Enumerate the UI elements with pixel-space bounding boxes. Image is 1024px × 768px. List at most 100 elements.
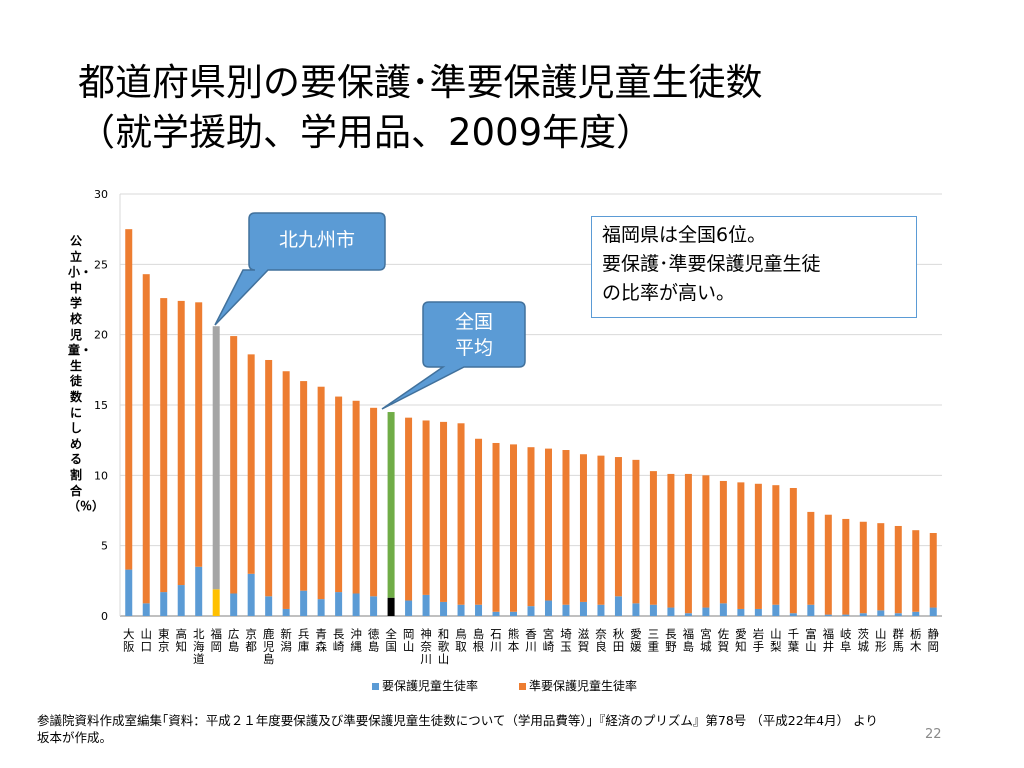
bar-junyohogo-佐賀 xyxy=(719,480,727,604)
bar-junyohogo-岡山 xyxy=(405,417,413,601)
note-box: 福岡県は全国6位。 要保護･準要保護児童生徒 の比率が高い。 xyxy=(591,216,917,318)
x-tick-label: 岡山 xyxy=(403,627,415,654)
page-number: 22 xyxy=(925,727,942,742)
x-tick-label: 滋賀 xyxy=(578,627,590,654)
x-tick-label: 佐賀 xyxy=(718,627,730,654)
x-tick-label: 宮城 xyxy=(700,627,712,654)
bar-yohogo-熊本 xyxy=(510,611,518,616)
x-tick-label: 広島 xyxy=(228,627,240,654)
bar-yohogo-富山 xyxy=(807,604,815,616)
x-tick-label: 富山 xyxy=(805,627,817,654)
legend-swatch-junyohogo xyxy=(519,683,526,690)
bar-yohogo-鹿児島 xyxy=(265,596,273,616)
bar-yohogo-高知 xyxy=(177,585,185,616)
bar-yohogo-岐阜 xyxy=(842,614,850,616)
bar-yohogo-福岡 xyxy=(212,589,220,616)
bar-junyohogo-鳥取 xyxy=(457,423,465,605)
x-tick-label: 大阪 xyxy=(123,627,135,654)
x-tick-label: 鳥取 xyxy=(455,627,467,654)
bar-yohogo-和歌山 xyxy=(440,601,448,616)
bar-yohogo-千葉 xyxy=(789,613,797,616)
y-tick-label: 25 xyxy=(94,258,108,271)
bar-junyohogo-愛媛 xyxy=(632,459,640,604)
bar-junyohogo-大阪 xyxy=(125,229,133,570)
x-tick-label: 全国 xyxy=(385,627,397,654)
bar-yohogo-大阪 xyxy=(125,569,133,616)
bar-yohogo-滋賀 xyxy=(579,601,587,616)
bar-yohogo-岡山 xyxy=(405,600,413,616)
x-tick-label: 宮崎 xyxy=(543,627,555,654)
x-tick-label: 高知 xyxy=(175,627,187,654)
y-tick-label: 5 xyxy=(101,540,108,553)
bar-yohogo-佐賀 xyxy=(719,603,727,616)
x-tick-label: 福岡 xyxy=(210,627,222,654)
source-line-2: 坂本が作成。 xyxy=(37,730,113,745)
bar-yohogo-愛知 xyxy=(737,608,745,616)
bar-yohogo-福井 xyxy=(824,614,832,616)
legend-label-yohogo: 要保護児童生徒率 xyxy=(382,679,479,693)
bar-junyohogo-山形 xyxy=(877,523,885,611)
bar-yohogo-石川 xyxy=(492,611,500,616)
kitakyushu-callout-shape xyxy=(214,212,386,326)
bar-yohogo-岩手 xyxy=(754,608,762,616)
x-tick-label: 三重 xyxy=(648,627,660,654)
x-tick-label: 山梨 xyxy=(770,627,782,654)
x-tick-label: 千葉 xyxy=(788,627,800,654)
bar-junyohogo-愛知 xyxy=(737,482,745,609)
national-average-line-2: 平均 xyxy=(454,337,493,359)
bar-yohogo-全国 xyxy=(387,597,395,616)
bar-yohogo-奈良 xyxy=(597,604,605,616)
x-tick-label: 愛媛 xyxy=(630,627,642,654)
legend-item-junyohogo: 準要保護児童生徒率 xyxy=(519,677,637,694)
bar-junyohogo-栃木 xyxy=(912,530,920,612)
bar-yohogo-静岡 xyxy=(929,607,937,616)
x-tick-label: 和歌山 xyxy=(438,627,450,666)
bar-yohogo-兵庫 xyxy=(300,590,308,616)
bar-junyohogo-滋賀 xyxy=(579,454,587,602)
x-tick-label: 山形 xyxy=(875,627,887,654)
bar-junyohogo-三重 xyxy=(649,471,657,605)
bar-junyohogo-群馬 xyxy=(894,525,902,614)
kitakyushu-callout-label: 北九州市 xyxy=(278,229,355,251)
bar-junyohogo-山梨 xyxy=(772,485,780,605)
bar-yohogo-埼玉 xyxy=(562,604,570,616)
bar-junyohogo-静岡 xyxy=(929,533,937,608)
x-tick-label: 徳島 xyxy=(368,627,380,654)
note-line-3: の比率が高い。 xyxy=(602,282,736,304)
bar-yohogo-新潟 xyxy=(282,608,290,616)
source-line-1: 参議院資料作成室編集｢資料：平成２１年度要保護及び準要保護児童生徒数について（学… xyxy=(37,713,878,728)
bar-junyohogo-広島 xyxy=(230,336,238,594)
bar-junyohogo-福島 xyxy=(684,473,692,614)
x-tick-label: 岐阜 xyxy=(840,627,852,654)
bar-junyohogo-宮城 xyxy=(702,475,710,608)
bar-yohogo-秋田 xyxy=(614,596,622,616)
x-tick-label: 東京 xyxy=(158,627,170,654)
page-title: 都道府県別の要保護･準要保護児童生徒数 （就学援助、学用品、2009年度） xyxy=(78,58,978,158)
bar-junyohogo-富山 xyxy=(807,511,815,605)
bar-yohogo-宮崎 xyxy=(544,600,552,616)
bar-yohogo-山口 xyxy=(142,603,150,616)
bar-yohogo-長崎 xyxy=(335,592,343,616)
bar-yohogo-青森 xyxy=(317,599,325,616)
bar-yohogo-京都 xyxy=(247,573,255,616)
bar-junyohogo-徳島 xyxy=(370,407,378,597)
bar-yohogo-香川 xyxy=(527,606,535,616)
x-tick-label: 埼玉 xyxy=(560,627,572,654)
bar-junyohogo-東京 xyxy=(160,298,168,593)
bar-junyohogo-石川 xyxy=(492,442,500,612)
x-tick-label: 茨城 xyxy=(858,627,870,654)
bar-junyohogo-岐阜 xyxy=(842,518,850,615)
bar-yohogo-群馬 xyxy=(894,613,902,616)
x-tick-label: 香川 xyxy=(525,627,537,654)
national-average-line-1: 全国 xyxy=(454,311,493,333)
bar-junyohogo-山口 xyxy=(142,274,150,604)
bar-junyohogo-島根 xyxy=(475,438,483,605)
bar-yohogo-山梨 xyxy=(772,604,780,616)
bar-yohogo-山形 xyxy=(877,610,885,616)
legend-label-junyohogo: 準要保護児童生徒率 xyxy=(529,679,638,693)
bar-junyohogo-香川 xyxy=(527,447,535,607)
x-tick-label: 青森 xyxy=(315,627,327,654)
y-tick-label: 15 xyxy=(94,399,108,412)
source-citation: 参議院資料作成室編集｢資料：平成２１年度要保護及び準要保護児童生徒数について（学… xyxy=(37,712,987,746)
